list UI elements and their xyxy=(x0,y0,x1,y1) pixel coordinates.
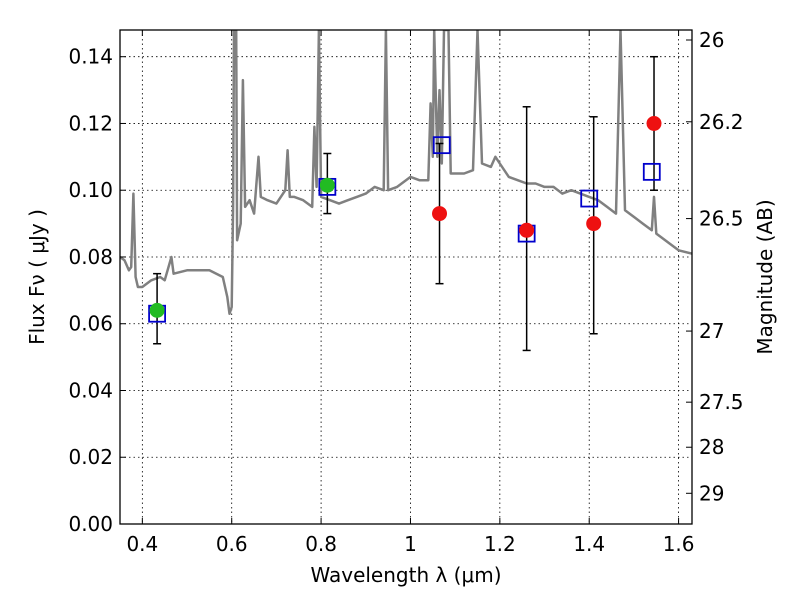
axis-ticks: 0.4 0.6 0.8 1 1.2 1.4 1.6 0.00 0.02 0.04 0.06 0.08 0… xyxy=(68,28,743,556)
model-spectrum-layer xyxy=(120,30,692,315)
x-axis-label: Wavelength λ (μm) xyxy=(310,563,501,587)
x-tick-label: 1.4 xyxy=(573,532,605,556)
y-tick-label: 0.02 xyxy=(68,445,113,469)
x-tick-label: 1.2 xyxy=(484,532,516,556)
magnitude-tick-label: 26.5 xyxy=(699,207,744,231)
y-tick-label: 0.04 xyxy=(68,378,113,402)
y-tick-label: 0.00 xyxy=(68,512,113,536)
model-photometry-square xyxy=(432,136,451,155)
model-photometry-square xyxy=(642,162,661,181)
x-tick-label: 1.6 xyxy=(663,532,695,556)
grid-lines xyxy=(120,30,692,525)
data-points-layer xyxy=(148,55,662,352)
magnitude-tick-label: 26.2 xyxy=(699,110,744,134)
y-axis-label: Flux Fν ( μJy ) xyxy=(25,209,49,345)
model-photometry-square xyxy=(580,189,599,208)
y-tick-label: 0.12 xyxy=(68,111,113,135)
y-tick-label: 0.10 xyxy=(68,178,113,202)
magnitude-tick-label: 26 xyxy=(699,28,724,52)
magnitude-tick-label: 29 xyxy=(699,481,724,505)
x-tick-label: 0.6 xyxy=(216,532,248,556)
plot-frame xyxy=(119,29,693,525)
model-spectrum-line xyxy=(120,30,692,315)
observed-flux-point xyxy=(432,206,448,222)
observed-flux-point xyxy=(586,216,602,232)
x-tick-label: 0.4 xyxy=(126,532,158,556)
observed-flux-point xyxy=(519,222,535,238)
observed-flux-point xyxy=(646,115,662,131)
magnitude-tick-label: 27 xyxy=(699,319,724,343)
y-tick-label: 0.08 xyxy=(68,245,113,269)
observed-flux-point xyxy=(149,302,165,318)
magnitude-tick-label: 27.5 xyxy=(699,390,744,414)
observed-flux-point xyxy=(319,177,335,193)
x-tick-label: 0.8 xyxy=(305,532,337,556)
magnitude-tick-label: 28 xyxy=(699,435,724,459)
y-axis-right-label: Magnitude (AB) xyxy=(753,199,777,354)
y-tick-label: 0.14 xyxy=(68,45,113,69)
x-tick-label: 1 xyxy=(404,532,417,556)
y-tick-label: 0.06 xyxy=(68,312,113,336)
